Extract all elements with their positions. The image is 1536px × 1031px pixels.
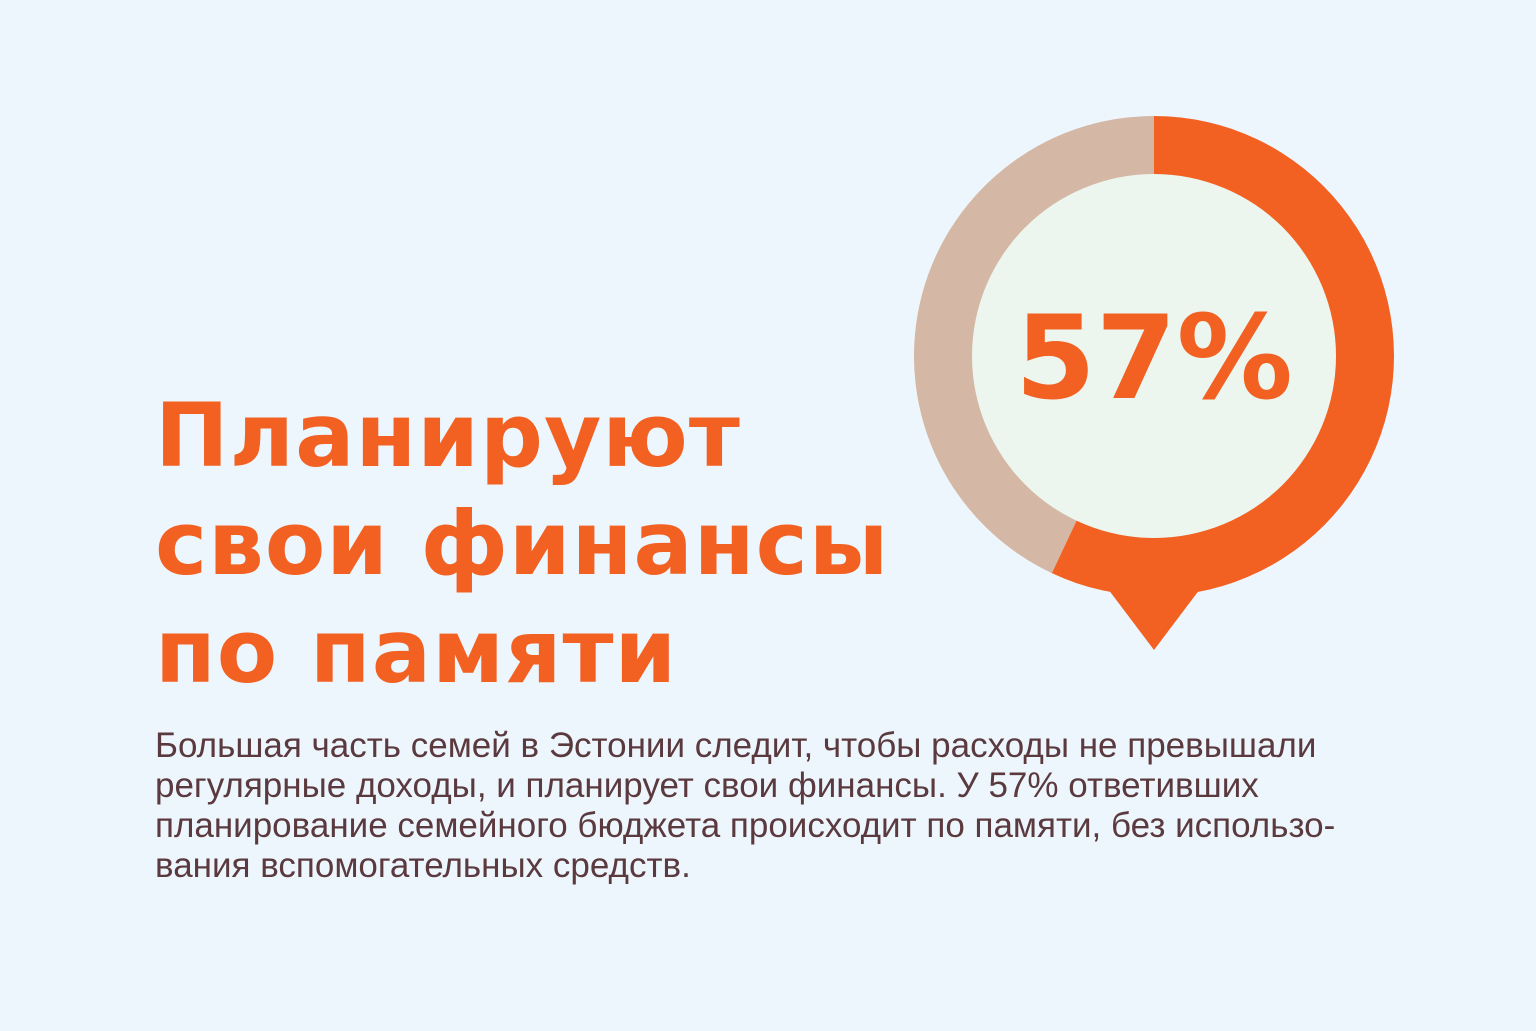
- headline-line-2: свои финансы: [155, 492, 890, 595]
- donut-center-label: 57%: [1015, 291, 1293, 426]
- description: Большая часть семей в Эстонии следит, чт…: [155, 726, 1365, 886]
- description-line-3: планирование семейного бюджета происходи…: [155, 806, 1336, 845]
- description-line-1: Большая часть семей в Эстонии следит, чт…: [155, 726, 1317, 765]
- headline: Планируют свои финансы по памяти: [155, 382, 889, 706]
- description-line-2: регулярные доходы, и планирует свои фина…: [155, 766, 1259, 805]
- headline-line-1: Планируют: [155, 384, 741, 487]
- description-line-4: вания вспомогательных средств.: [155, 846, 691, 885]
- donut-inner-circle: [972, 174, 1336, 538]
- headline-line-3: по памяти: [155, 600, 678, 703]
- donut-pointer: [1105, 585, 1203, 650]
